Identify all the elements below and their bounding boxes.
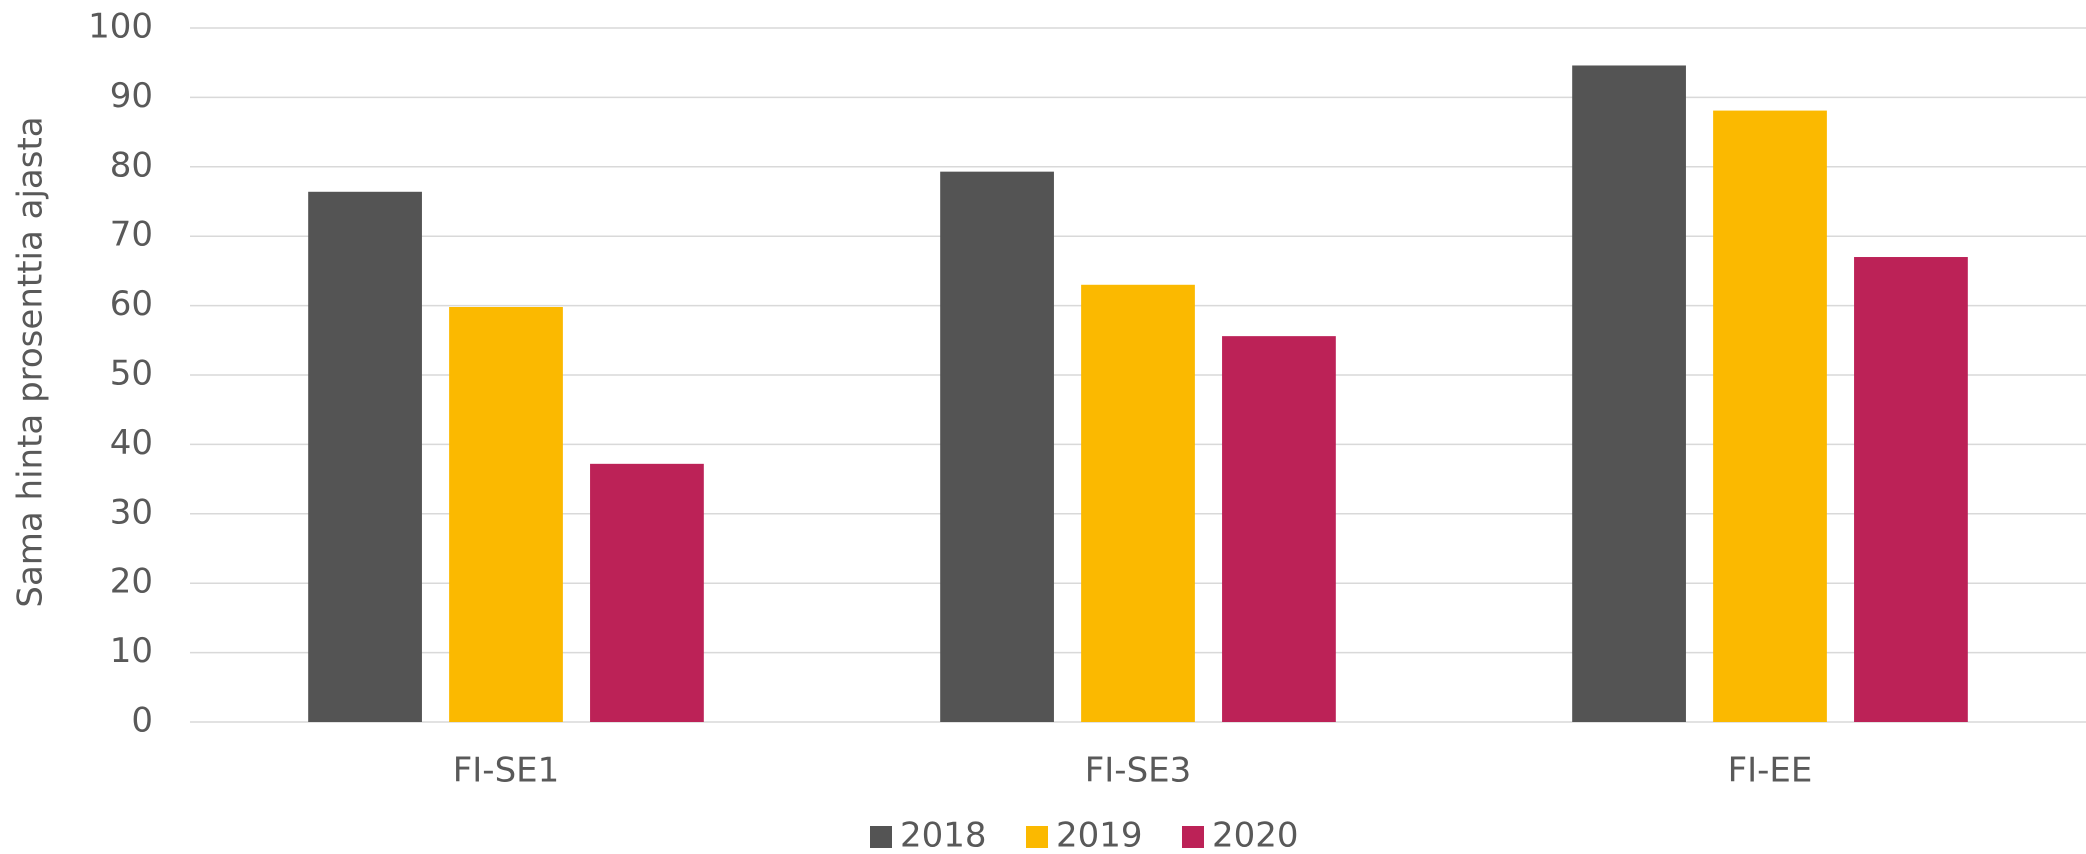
y-tick-label: 10: [110, 631, 153, 671]
x-tick-label: FI-SE1: [453, 751, 560, 791]
y-tick-label: 0: [131, 701, 153, 741]
y-tick-label: 40: [110, 423, 153, 463]
y-tick-label: 20: [110, 562, 153, 602]
y-tick-label: 70: [110, 215, 153, 255]
y-tick-label: 30: [110, 492, 153, 532]
y-tick-label: 80: [110, 145, 153, 185]
bar: [1081, 284, 1195, 722]
y-tick-label: 90: [110, 76, 153, 116]
legend-label: 2020: [1212, 816, 1299, 854]
legend-label: 2019: [1056, 816, 1143, 854]
bar: [1222, 336, 1336, 722]
legend-label: 2018: [900, 816, 987, 854]
bar: [1713, 110, 1827, 722]
legend-swatch: [1026, 826, 1048, 848]
legend-swatch: [870, 826, 892, 848]
bar: [590, 463, 704, 722]
bar: [940, 171, 1054, 722]
x-tick-label: FI-SE3: [1085, 751, 1192, 791]
bar: [449, 306, 563, 722]
y-axis-label: Sama hinta prosenttia ajasta: [11, 116, 51, 607]
y-tick-label: 50: [110, 354, 153, 394]
bar: [1572, 65, 1686, 722]
y-tick-label: 60: [110, 284, 153, 324]
bar: [1854, 257, 1968, 722]
bar: [308, 191, 422, 722]
y-tick-label: 100: [88, 7, 153, 47]
x-tick-label: FI-EE: [1728, 751, 1813, 791]
legend-swatch: [1182, 826, 1204, 848]
